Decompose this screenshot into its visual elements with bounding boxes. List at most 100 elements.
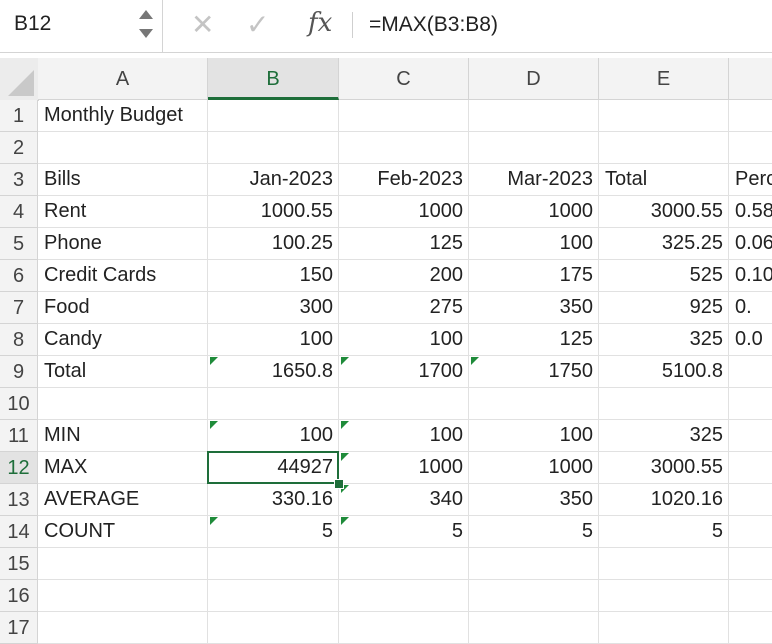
cell-c5[interactable]: 125 <box>339 228 469 260</box>
formula-warning-icon[interactable] <box>210 517 218 525</box>
cell-d7[interactable]: 350 <box>469 292 599 324</box>
cell-e3[interactable]: Total <box>599 164 729 196</box>
cell-c9[interactable]: 1700 <box>339 356 469 388</box>
cell-e1[interactable] <box>599 100 729 132</box>
cell-c11[interactable]: 100 <box>339 420 469 452</box>
formula-warning-icon[interactable] <box>341 485 349 493</box>
cell-f3[interactable]: Perc <box>729 164 772 196</box>
cell-a17[interactable] <box>38 612 208 644</box>
formula-warning-icon[interactable] <box>471 357 479 365</box>
cell-b10[interactable] <box>208 388 339 420</box>
row-header-7[interactable]: 7 <box>0 292 38 324</box>
cell-a11[interactable]: MIN <box>38 420 208 452</box>
cell-d8[interactable]: 125 <box>469 324 599 356</box>
cell-e15[interactable] <box>599 548 729 580</box>
cell-a10[interactable] <box>38 388 208 420</box>
formula-input[interactable]: =MAX(B3:B8) <box>369 13 498 36</box>
column-header-a[interactable]: A <box>38 58 208 100</box>
cell-b16[interactable] <box>208 580 339 612</box>
cell-f14[interactable] <box>729 516 772 548</box>
row-header-1[interactable]: 1 <box>0 100 38 132</box>
cell-a9[interactable]: Total <box>38 356 208 388</box>
cell-e16[interactable] <box>599 580 729 612</box>
cell-d1[interactable] <box>469 100 599 132</box>
cell-c8[interactable]: 100 <box>339 324 469 356</box>
cell-c13[interactable]: 340 <box>339 484 469 516</box>
row-header-3[interactable]: 3 <box>0 164 38 196</box>
row-header-10[interactable]: 10 <box>0 388 38 420</box>
row-header-17[interactable]: 17 <box>0 612 38 644</box>
cell-c1[interactable] <box>339 100 469 132</box>
cell-b4[interactable]: 1000.55 <box>208 196 339 228</box>
cell-e9[interactable]: 5100.8 <box>599 356 729 388</box>
cell-f12[interactable] <box>729 452 772 484</box>
row-header-9[interactable]: 9 <box>0 356 38 388</box>
cell-d11[interactable]: 100 <box>469 420 599 452</box>
cell-d13[interactable]: 350 <box>469 484 599 516</box>
cell-f15[interactable] <box>729 548 772 580</box>
cell-f13[interactable] <box>729 484 772 516</box>
cell-a2[interactable] <box>38 132 208 164</box>
row-header-2[interactable]: 2 <box>0 132 38 164</box>
cell-a7[interactable]: Food <box>38 292 208 324</box>
column-header-d[interactable]: D <box>469 58 599 100</box>
cell-c3[interactable]: Feb-2023 <box>339 164 469 196</box>
cell-f7[interactable]: 0. <box>729 292 772 324</box>
chevron-down-icon[interactable] <box>139 29 153 38</box>
cell-e4[interactable]: 3000.55 <box>599 196 729 228</box>
cell-c7[interactable]: 275 <box>339 292 469 324</box>
cell-d16[interactable] <box>469 580 599 612</box>
formula-warning-icon[interactable] <box>341 453 349 461</box>
name-box-dropdown[interactable] <box>136 7 156 43</box>
row-header-14[interactable]: 14 <box>0 516 38 548</box>
cell-a16[interactable] <box>38 580 208 612</box>
cell-d3[interactable]: Mar-2023 <box>469 164 599 196</box>
cell-c15[interactable] <box>339 548 469 580</box>
cell-e14[interactable]: 5 <box>599 516 729 548</box>
formula-warning-icon[interactable] <box>210 357 218 365</box>
cell-c10[interactable] <box>339 388 469 420</box>
cell-e7[interactable]: 925 <box>599 292 729 324</box>
cell-d14[interactable]: 5 <box>469 516 599 548</box>
cell-d17[interactable] <box>469 612 599 644</box>
cell-e12[interactable]: 3000.55 <box>599 452 729 484</box>
cell-f6[interactable]: 0.10 <box>729 260 772 292</box>
formula-warning-icon[interactable] <box>341 517 349 525</box>
cell-d9[interactable]: 1750 <box>469 356 599 388</box>
confirm-icon[interactable]: ✓ <box>246 9 270 40</box>
cell-a6[interactable]: Credit Cards <box>38 260 208 292</box>
cell-e13[interactable]: 1020.16 <box>599 484 729 516</box>
row-header-6[interactable]: 6 <box>0 260 38 292</box>
cell-f10[interactable] <box>729 388 772 420</box>
cell-b9[interactable]: 1650.8 <box>208 356 339 388</box>
cell-c12[interactable]: 1000 <box>339 452 469 484</box>
cell-a3[interactable]: Bills <box>38 164 208 196</box>
cell-b5[interactable]: 100.25 <box>208 228 339 260</box>
cell-f1[interactable] <box>729 100 772 132</box>
column-header-e[interactable]: E <box>599 58 729 100</box>
cell-e5[interactable]: 325.25 <box>599 228 729 260</box>
cell-d4[interactable]: 1000 <box>469 196 599 228</box>
cell-b13[interactable]: 330.16 <box>208 484 339 516</box>
row-header-11[interactable]: 11 <box>0 420 38 452</box>
cell-b7[interactable]: 300 <box>208 292 339 324</box>
cell-a15[interactable] <box>38 548 208 580</box>
cell-d5[interactable]: 100 <box>469 228 599 260</box>
cell-d6[interactable]: 175 <box>469 260 599 292</box>
row-header-12[interactable]: 12 <box>0 452 38 484</box>
cell-a14[interactable]: COUNT <box>38 516 208 548</box>
column-header-c[interactable]: C <box>339 58 469 100</box>
cell-d15[interactable] <box>469 548 599 580</box>
cell-b14[interactable]: 5 <box>208 516 339 548</box>
cell-c17[interactable] <box>339 612 469 644</box>
formula-warning-icon[interactable] <box>341 421 349 429</box>
cell-b15[interactable] <box>208 548 339 580</box>
column-header-next[interactable] <box>729 58 772 100</box>
cell-f9[interactable] <box>729 356 772 388</box>
row-header-5[interactable]: 5 <box>0 228 38 260</box>
formula-warning-icon[interactable] <box>210 421 218 429</box>
cell-f4[interactable]: 0.58 <box>729 196 772 228</box>
select-all-corner[interactable] <box>0 58 39 101</box>
cell-a13[interactable]: AVERAGE <box>38 484 208 516</box>
insert-function-icon[interactable]: fx <box>308 8 333 38</box>
